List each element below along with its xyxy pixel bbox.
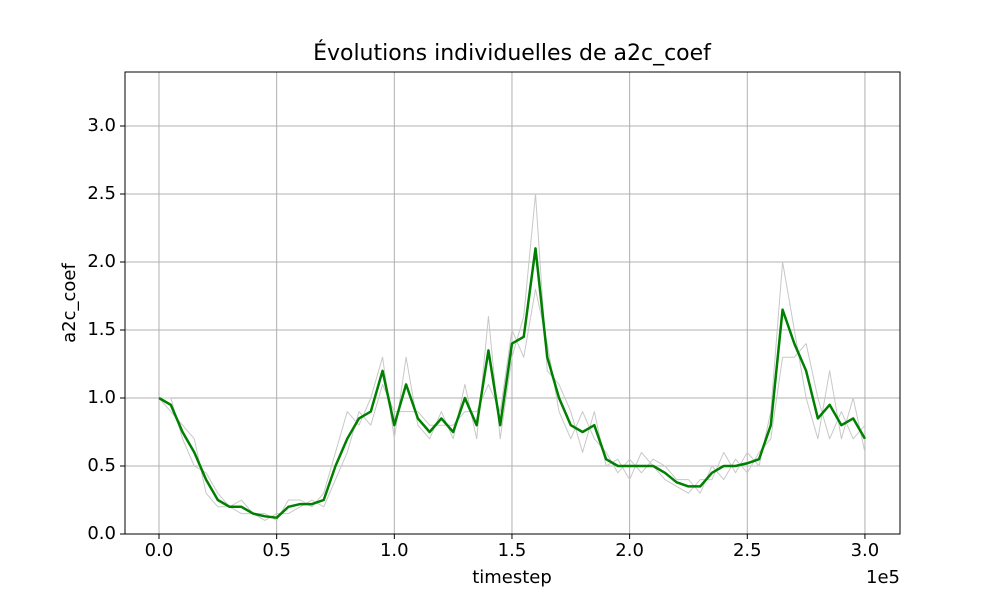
x-tick-label: 2.5 [733, 540, 762, 561]
y-tick-label: 1.0 [87, 387, 116, 408]
series-line [159, 288, 866, 521]
series-line [158, 193, 866, 521]
x-axis-label: timestep [472, 567, 552, 588]
x-tick-label: 2.0 [615, 540, 644, 561]
x-tick-label: 3.0 [851, 540, 880, 561]
y-tick-label: 2.5 [87, 183, 116, 204]
x-offset-label: 1e5 [866, 567, 900, 588]
x-tick-label: 1.0 [380, 540, 409, 561]
y-tick-label: 0.5 [87, 455, 116, 476]
x-tick-label: 0.0 [145, 540, 174, 561]
plot-frame [124, 71, 901, 535]
series-line [158, 247, 867, 519]
x-tick-label: 0.5 [262, 540, 291, 561]
y-axis-label: a2c_coef [59, 262, 80, 342]
y-tick-label: 0.0 [87, 523, 116, 544]
y-tick-label: 1.5 [87, 319, 116, 340]
chart-title: Évolutions individuelles de a2c_coef [313, 40, 712, 66]
y-tick-label: 3.0 [87, 115, 116, 136]
x-tick-label: 1.5 [498, 540, 527, 561]
y-tick-label: 2.0 [87, 251, 116, 272]
